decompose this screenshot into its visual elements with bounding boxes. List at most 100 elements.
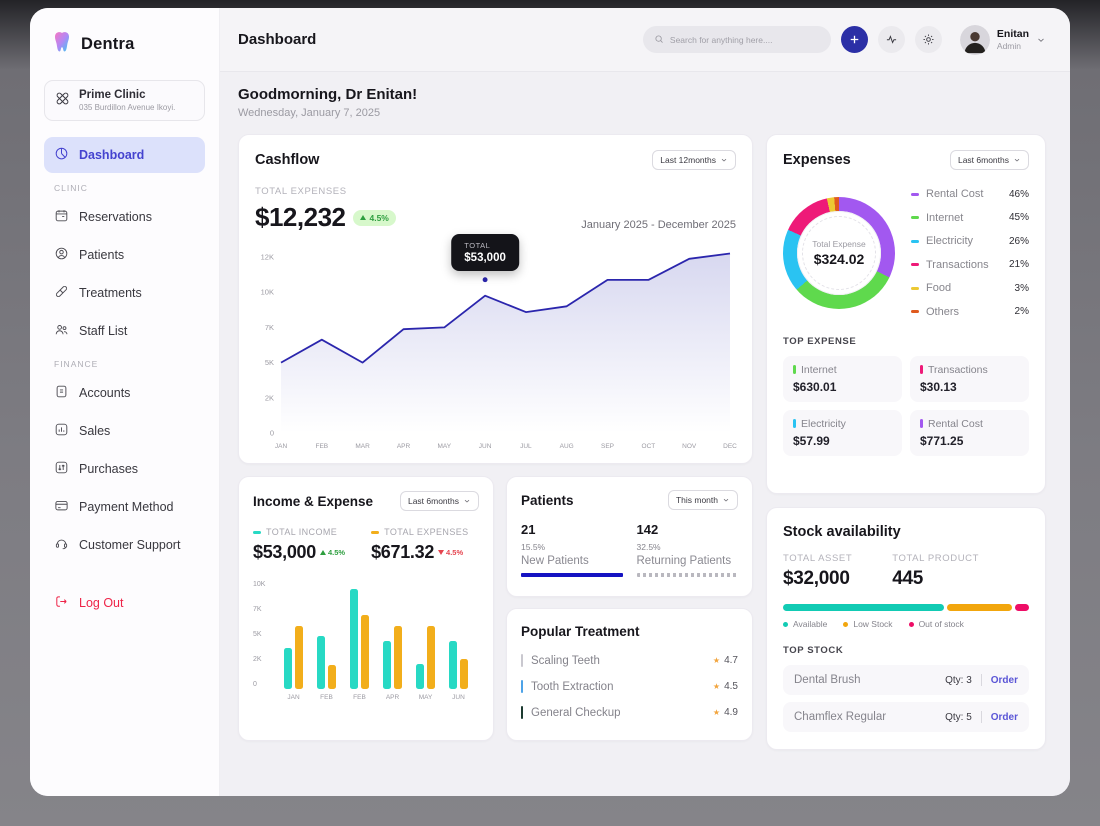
logout-button[interactable]: Log Out	[44, 585, 205, 621]
treatment-row: Scaling Teeth ★ 4.7	[521, 654, 738, 667]
expenses-donut-chart[interactable]: Total Expense $324.02	[783, 196, 895, 309]
svg-text:JUL: JUL	[520, 443, 532, 450]
search-bar[interactable]	[642, 26, 831, 53]
sidebar-section-finance: FINANCE	[54, 359, 99, 369]
add-button[interactable]	[840, 26, 868, 53]
svg-text:APR: APR	[397, 443, 411, 450]
stock-availability-card: Stock availability TOTAL ASSET $32,000 T…	[766, 507, 1046, 750]
order-button[interactable]: Order	[990, 711, 1018, 723]
total-asset-stat: TOTAL ASSET $32,000	[783, 553, 853, 589]
bar	[284, 648, 292, 689]
cashflow-metric-label: TOTAL EXPENSES	[255, 186, 347, 197]
bar	[394, 626, 402, 689]
arrow-up-icon	[319, 550, 326, 555]
sidebar-item-treatments[interactable]: Treatments	[44, 275, 205, 311]
treatment-tick	[521, 706, 523, 719]
activity-button[interactable]	[877, 26, 905, 53]
patient-icon	[54, 246, 69, 264]
sidebar-item-label: Customer Support	[79, 538, 181, 552]
total-expenses-value: $671.32	[371, 542, 435, 562]
divider	[980, 674, 982, 686]
svg-text:0: 0	[270, 429, 274, 438]
sidebar-item-label: Staff List	[79, 324, 128, 338]
popular-treatment-title: Popular Treatment	[521, 624, 640, 639]
calendar-icon	[54, 208, 69, 226]
chevron-down-icon	[1038, 38, 1044, 42]
income-expense-bar-chart[interactable]: 0 2K 5K 7K 10K JAN FEB FEB APR MAY JUN	[253, 577, 479, 705]
bar-chart-icon	[54, 422, 69, 440]
svg-text:MAR: MAR	[355, 443, 370, 450]
chevron-down-icon	[464, 499, 470, 503]
top-bar: Dashboard	[220, 8, 1070, 72]
stock-row: Dental Brush Qty: 3 Order	[783, 665, 1029, 695]
donut-decor-ring	[802, 215, 876, 290]
returning-patients-stat: 142 32.5% Returning Patients	[636, 522, 738, 577]
cashflow-range-label: January 2025 - December 2025	[581, 219, 736, 231]
bar	[460, 659, 468, 689]
top-expense-tile: Transactions $30.13	[910, 355, 1029, 402]
expenses-card: Expenses Last 6months Total Expense	[766, 134, 1046, 494]
sidebar-item-patients[interactable]: Patients	[44, 237, 205, 273]
sidebar-item-customer-support[interactable]: Customer Support	[44, 527, 205, 563]
stock-stacked-bar	[783, 604, 1029, 611]
sidebar-item-dashboard[interactable]: Dashboard	[44, 137, 205, 173]
bar	[295, 626, 303, 689]
arrow-up-icon	[360, 215, 367, 220]
tile-dash	[793, 365, 796, 374]
svg-text:SEP: SEP	[601, 443, 614, 450]
tile-dash	[920, 419, 923, 428]
sidebar-item-reservations[interactable]: Reservations	[44, 199, 205, 235]
transfer-arrows-icon	[54, 460, 69, 478]
clinic-address: 035 Burdillon Avenue Ikoyi.	[79, 103, 176, 112]
sidebar-item-staff-list[interactable]: Staff List	[44, 313, 205, 349]
sidebar-item-accounts[interactable]: Accounts	[44, 375, 205, 411]
cashflow-filter-select[interactable]: Last 12months	[652, 150, 736, 170]
legend-dot	[783, 621, 788, 627]
settings-button[interactable]	[914, 26, 942, 53]
stock-title: Stock availability	[783, 524, 901, 540]
patients-filter-select[interactable]: This month	[667, 490, 738, 510]
sidebar-item-sales[interactable]: Sales	[44, 413, 205, 449]
top-stock-title: TOP STOCK	[783, 645, 844, 656]
tile-dash	[793, 419, 796, 428]
user-menu[interactable]: Enitan Admin	[959, 24, 1046, 55]
chevron-down-icon	[721, 158, 727, 162]
sidebar-item-purchases[interactable]: Purchases	[44, 451, 205, 487]
sidebar: Dentra Prime Clinic 035 Burdillon Avenue…	[30, 8, 220, 796]
expenses-filter-select[interactable]: Last 6months	[949, 150, 1029, 170]
document-icon	[54, 384, 69, 402]
sidebar-item-label: Patients	[79, 248, 125, 262]
expenses-title: Expenses	[783, 152, 851, 168]
stock-segment	[783, 604, 944, 611]
bar-group: APR	[383, 589, 402, 701]
clinic-name: Prime Clinic	[79, 89, 146, 101]
line-chart-canvas: 0 2K 5K 7K 10K 12K JAN FEB MAR APR MAY JUN JUL AUG SEP…	[255, 241, 738, 458]
order-button[interactable]: Order	[990, 674, 1018, 686]
stock-legend: Available Low Stock Out of stock	[783, 619, 1029, 629]
bar	[449, 641, 457, 689]
sidebar-item-label: Dashboard	[79, 148, 145, 162]
cashflow-line-chart[interactable]: 0 2K 5K 7K 10K 12K JAN FEB MAR APR MAY JUN JUL AUG SEP…	[255, 233, 738, 453]
pill-icon	[54, 284, 69, 302]
content-area: Goodmorning, Dr Enitan! Wednesday, Janua…	[220, 72, 1070, 796]
stock-segment	[946, 604, 1012, 611]
treatment-tick	[521, 680, 523, 693]
headset-icon	[54, 536, 69, 554]
returning-patients-bar	[636, 573, 738, 577]
cashflow-delta-badge: 4.5%	[353, 209, 396, 226]
sidebar-item-payment-method[interactable]: Payment Method	[44, 489, 205, 525]
plus-icon	[850, 35, 859, 44]
tooth-logo-icon	[50, 30, 74, 59]
svg-text:5K: 5K	[265, 358, 274, 367]
total-income-metric: TOTAL INCOME $53,000 4.5%	[253, 527, 346, 562]
sidebar-item-label: Sales	[79, 424, 111, 438]
chart-tooltip: TOTAL $53,000	[451, 233, 519, 271]
svg-text:OCT: OCT	[642, 443, 656, 450]
income-expense-card: Income & Expense Last 6months TOTAL INCO…	[238, 476, 494, 741]
income-expense-filter-select[interactable]: Last 6months	[399, 491, 479, 511]
legend-dot	[908, 621, 914, 627]
bar-group: MAY	[416, 589, 435, 701]
clinic-selector[interactable]: Prime Clinic 035 Burdillon Avenue Ikoyi.	[44, 80, 205, 121]
bar	[427, 626, 435, 689]
search-input[interactable]	[669, 34, 820, 45]
